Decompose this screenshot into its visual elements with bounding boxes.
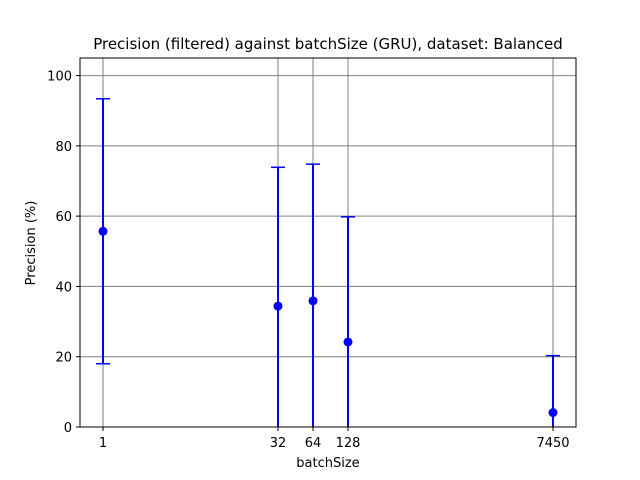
data-point [308, 296, 318, 306]
data-point [98, 226, 108, 236]
y-tick-label: 80 [55, 140, 72, 155]
plot-frame [79, 57, 577, 428]
data-point [273, 301, 283, 311]
data-point [343, 337, 353, 347]
data-layer [96, 98, 560, 427]
data-point [548, 408, 558, 418]
x-axis-label: batchSize [296, 456, 359, 471]
y-tick-label: 60 [55, 210, 72, 225]
x-tick-label: 32 [270, 436, 287, 451]
x-tick-label: 128 [336, 436, 361, 451]
axes: 0 20 40 60 80 100 1 32 64 128 7450 [47, 70, 569, 451]
y-tick-label: 20 [55, 351, 72, 366]
y-axis-label: Precision (%) [24, 201, 39, 286]
chart-title: Precision (filtered) against batchSize (… [93, 35, 563, 53]
x-tick-label: 64 [305, 436, 322, 451]
y-tick-label: 40 [55, 280, 72, 295]
y-tick-label: 100 [47, 70, 72, 85]
grid-layer [80, 58, 576, 428]
x-tick-label: 7450 [536, 436, 569, 451]
y-tick-label: 0 [64, 421, 72, 436]
x-tick-label: 1 [99, 436, 107, 451]
